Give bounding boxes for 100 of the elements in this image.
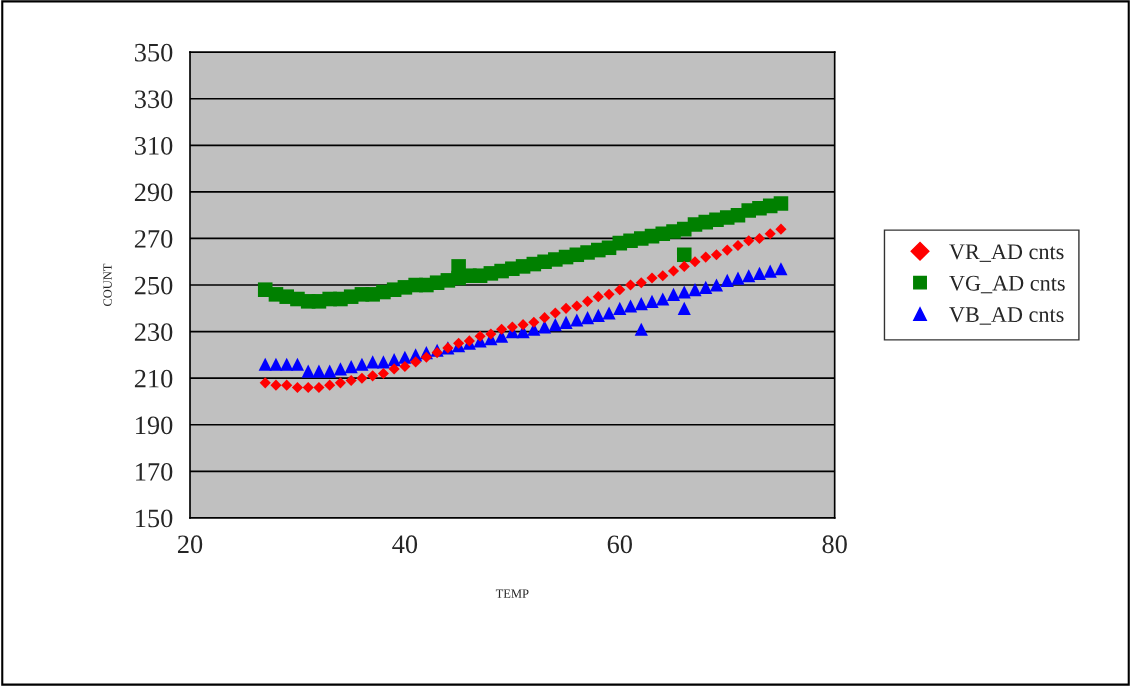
point <box>624 279 637 291</box>
point <box>377 367 389 380</box>
point <box>506 321 518 333</box>
point <box>571 300 583 312</box>
point <box>721 244 733 256</box>
point <box>410 356 422 368</box>
point <box>559 315 573 329</box>
point <box>645 294 659 308</box>
point <box>689 256 701 268</box>
point <box>763 264 777 278</box>
point <box>388 363 400 375</box>
point <box>485 328 497 340</box>
point <box>334 377 346 389</box>
y-tick-label: 290 <box>134 183 173 202</box>
point <box>592 291 604 303</box>
point <box>517 319 529 331</box>
point <box>496 323 508 335</box>
point <box>367 370 379 382</box>
point <box>688 283 702 297</box>
point <box>634 322 648 336</box>
y-tick-label: 190 <box>136 416 173 435</box>
point <box>709 278 724 292</box>
point <box>753 232 766 245</box>
point <box>333 362 348 376</box>
point <box>634 297 648 311</box>
point <box>269 357 283 371</box>
point <box>356 372 368 384</box>
legend-label: VB_AD cnts <box>949 307 1064 325</box>
point <box>603 288 615 300</box>
point <box>281 379 293 391</box>
point <box>764 228 776 240</box>
point <box>324 379 336 391</box>
point <box>677 285 691 299</box>
point <box>582 295 594 307</box>
point <box>743 235 755 247</box>
point <box>731 271 745 285</box>
point <box>602 306 616 320</box>
x-axis-title: TEMP <box>495 589 529 598</box>
point <box>258 357 272 371</box>
point <box>774 262 788 276</box>
point <box>420 351 432 363</box>
x-tick-label: 40 <box>392 535 418 554</box>
point <box>700 251 712 263</box>
point <box>720 273 734 287</box>
y-tick-label: 250 <box>134 276 173 295</box>
x-tick-label: 20 <box>177 535 203 554</box>
point <box>323 364 337 378</box>
x-tick-label: 60 <box>607 535 632 554</box>
point <box>580 311 595 325</box>
point <box>775 223 787 235</box>
point <box>399 360 411 373</box>
y-tick-label: 310 <box>135 136 173 155</box>
point <box>291 381 304 394</box>
point <box>312 364 326 378</box>
point <box>646 272 658 284</box>
point <box>732 239 744 251</box>
point <box>259 377 271 389</box>
point <box>528 316 540 328</box>
point <box>560 302 572 314</box>
point <box>290 357 305 371</box>
point <box>355 357 369 371</box>
point <box>699 280 713 294</box>
point <box>591 308 605 322</box>
point <box>270 379 282 391</box>
point <box>537 320 552 334</box>
legend-label: VG_AD cnts <box>949 275 1065 294</box>
point <box>474 330 486 342</box>
point <box>667 265 680 277</box>
point <box>613 301 627 315</box>
point <box>313 381 325 394</box>
y-tick-label: 150 <box>136 509 173 528</box>
point <box>678 260 690 272</box>
point <box>301 364 315 378</box>
point <box>676 247 692 263</box>
point <box>345 374 357 387</box>
point <box>549 307 561 319</box>
point <box>635 277 647 289</box>
point <box>773 196 789 211</box>
y-tick-label: 330 <box>135 90 173 109</box>
point <box>453 337 465 349</box>
point <box>376 355 390 369</box>
point <box>570 313 584 327</box>
y-tick-label: 170 <box>136 462 173 481</box>
legend-label: VR_AD cnts <box>949 244 1064 262</box>
point <box>657 270 669 282</box>
x-tick-label: 80 <box>822 535 847 554</box>
point <box>302 381 314 394</box>
point <box>539 312 551 324</box>
point <box>451 259 466 274</box>
y-tick-label: 270 <box>134 230 173 248</box>
point <box>710 249 723 261</box>
point <box>344 359 358 374</box>
point <box>623 299 638 313</box>
y-tick-label: 350 <box>135 43 173 62</box>
y-tick-label: 230 <box>134 323 173 342</box>
point <box>431 347 443 359</box>
point <box>752 266 767 280</box>
point <box>666 287 681 301</box>
point <box>677 301 691 315</box>
y-axis-title: COUNT <box>103 263 112 307</box>
